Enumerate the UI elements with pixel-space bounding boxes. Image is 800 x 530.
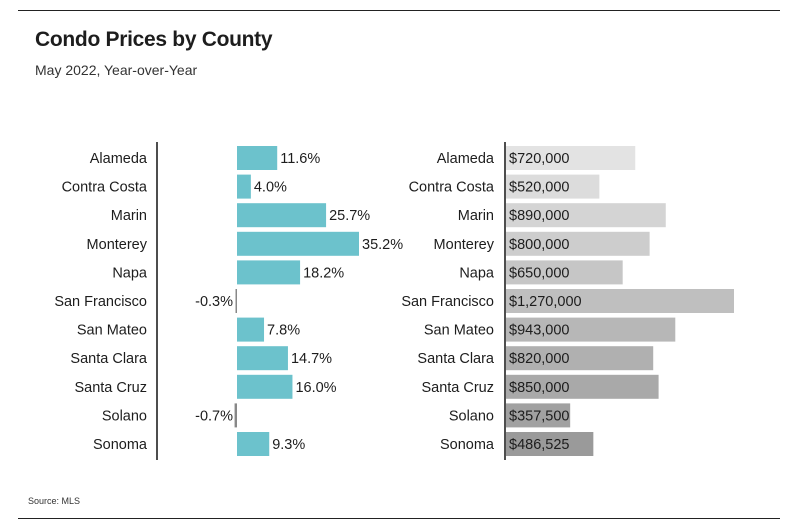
- price-bar-san-mateo: [506, 317, 676, 342]
- price-bar-marin: [506, 203, 666, 228]
- yoy-category-label-san-mateo: San Mateo: [77, 323, 147, 339]
- price-bar-santa-clara: [506, 346, 654, 371]
- yoy-value-label-monterey: 35.2%: [362, 237, 403, 253]
- yoy-value-label-solano: -0.7%: [195, 408, 233, 424]
- yoy-value-label-san-francisco: -0.3%: [195, 294, 233, 310]
- price-value-label-alameda: $720,000: [509, 151, 569, 167]
- yoy-bar-san-francisco: [235, 289, 237, 313]
- price-category-label-san-francisco: San Francisco: [401, 294, 494, 310]
- price-bar-san-francisco: [506, 289, 734, 313]
- yoy-category-label-monterey: Monterey: [87, 237, 148, 253]
- yoy-category-label-santa-cruz: Santa Cruz: [74, 380, 147, 396]
- price-bar-alameda: [506, 146, 636, 170]
- price-category-label-santa-clara: Santa Clara: [417, 351, 495, 367]
- yoy-bar-san-mateo: [237, 317, 265, 342]
- yoy-category-label-contra-costa: Contra Costa: [62, 180, 148, 196]
- yoy-value-label-sonoma: 9.3%: [272, 437, 305, 453]
- yoy-category-label-napa: Napa: [112, 265, 148, 281]
- price-value-label-santa-cruz: $850,000: [509, 380, 569, 396]
- price-category-label-napa: Napa: [459, 265, 495, 281]
- price-value-label-contra-costa: $520,000: [509, 180, 569, 196]
- price-category-label-alameda: Alameda: [437, 151, 495, 167]
- yoy-category-label-sonoma: Sonoma: [93, 437, 148, 453]
- price-value-label-monterey: $800,000: [509, 237, 569, 253]
- yoy-category-label-san-francisco: San Francisco: [54, 294, 147, 310]
- price-value-label-san-francisco: $1,270,000: [509, 294, 582, 310]
- yoy-bar-contra-costa: [237, 174, 251, 199]
- price-category-label-marin: Marin: [458, 208, 494, 224]
- yoy-value-label-santa-clara: 14.7%: [291, 351, 332, 367]
- yoy-bar-alameda: [237, 146, 278, 170]
- price-value-label-napa: $650,000: [509, 265, 569, 281]
- yoy-bar-santa-clara: [237, 346, 288, 371]
- yoy-bar-monterey: [237, 231, 359, 256]
- chart-subtitle: May 2022, Year-over-Year: [35, 62, 198, 78]
- yoy-value-label-santa-cruz: 16.0%: [295, 380, 336, 396]
- yoy-category-label-marin: Marin: [111, 208, 147, 224]
- yoy-category-label-santa-clara: Santa Clara: [70, 351, 148, 367]
- yoy-change-chart: Alameda 11.6% Contra Costa 4.0% Marin 25.7% Mo…: [54, 142, 403, 460]
- yoy-category-label-solano: Solano: [102, 408, 147, 424]
- yoy-bar-marin: [237, 203, 327, 228]
- yoy-bar-solano: [234, 403, 237, 428]
- price-bar-monterey: [506, 231, 650, 256]
- price-category-label-san-mateo: San Mateo: [424, 323, 494, 339]
- price-value-label-marin: $890,000: [509, 208, 569, 224]
- price-value-label-solano: $357,500: [509, 408, 569, 424]
- yoy-value-label-napa: 18.2%: [303, 265, 344, 281]
- price-category-label-contra-costa: Contra Costa: [409, 180, 495, 196]
- price-category-label-monterey: Monterey: [434, 237, 495, 253]
- yoy-value-label-alameda: 11.6%: [280, 151, 320, 167]
- price-category-label-sonoma: Sonoma: [440, 437, 495, 453]
- price-bar-napa: [506, 260, 623, 285]
- source-note: Source: MLS: [28, 496, 81, 506]
- yoy-value-label-san-mateo: 7.8%: [267, 323, 300, 339]
- chart-title: Condo Prices by County: [35, 28, 273, 51]
- price-bar-contra-costa: [506, 174, 600, 199]
- top-rule: [18, 10, 780, 11]
- median-price-chart: Alameda $720,000 Contra Costa $520,000 Marin…: [401, 142, 734, 460]
- yoy-category-label-alameda: Alameda: [90, 151, 148, 167]
- yoy-bar-sonoma: [237, 432, 270, 456]
- yoy-bar-santa-cruz: [237, 374, 293, 399]
- price-category-label-santa-cruz: Santa Cruz: [421, 380, 494, 396]
- price-bar-sonoma: [506, 432, 594, 456]
- yoy-value-label-marin: 25.7%: [329, 208, 370, 224]
- price-category-label-solano: Solano: [449, 408, 494, 424]
- yoy-value-label-contra-costa: 4.0%: [254, 180, 287, 196]
- price-value-label-san-mateo: $943,000: [509, 323, 569, 339]
- bottom-rule: [18, 518, 780, 519]
- price-value-label-sonoma: $486,525: [509, 437, 569, 453]
- price-bar-solano: [506, 403, 571, 428]
- yoy-bar-napa: [237, 260, 301, 285]
- price-bar-santa-cruz: [506, 374, 659, 399]
- price-value-label-santa-clara: $820,000: [509, 351, 569, 367]
